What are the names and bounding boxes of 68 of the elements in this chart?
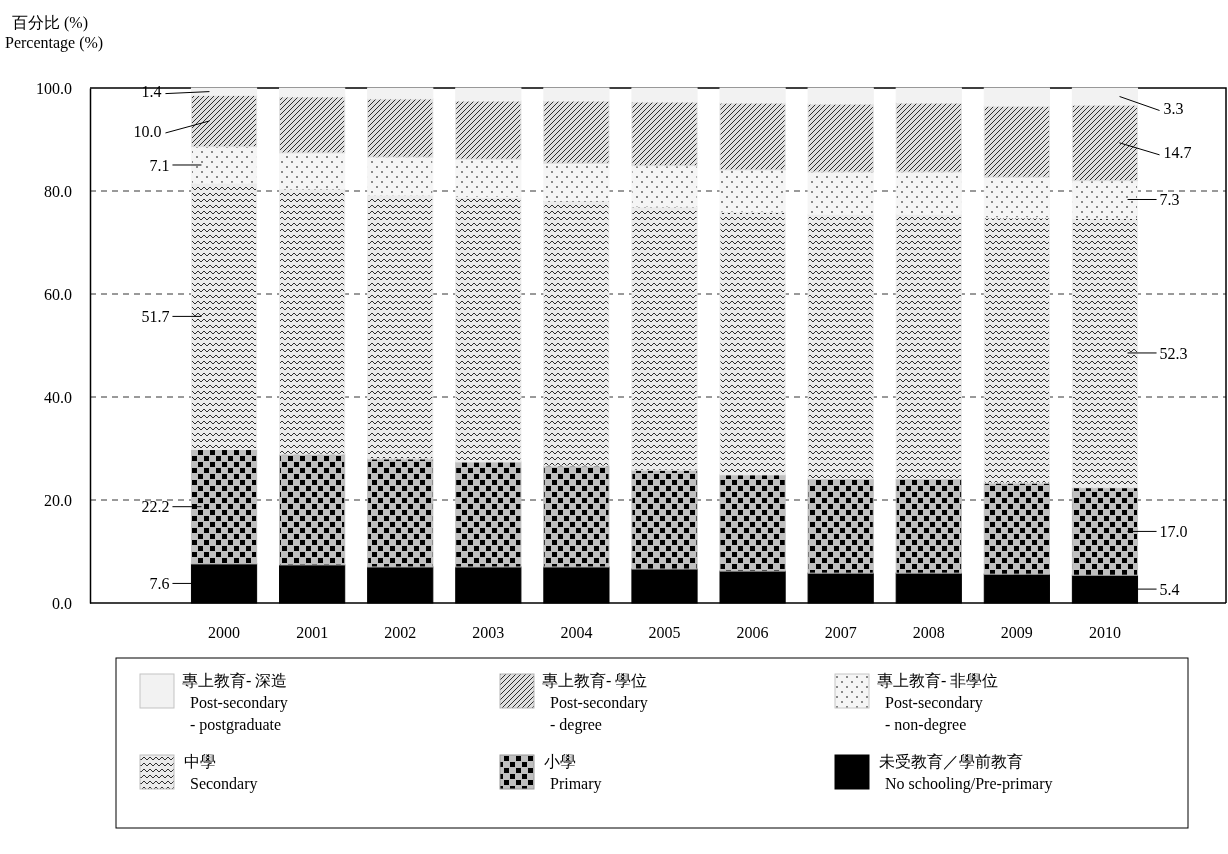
bar [279, 87, 346, 98]
bar [367, 87, 434, 100]
x-tick-label: 2001 [296, 624, 329, 642]
bar [543, 465, 610, 568]
bar [983, 482, 1050, 575]
bar [983, 105, 1050, 178]
x-tick-label: 2008 [912, 624, 945, 642]
bar [719, 474, 786, 572]
bar [1071, 87, 1139, 106]
x-tick-label: 2005 [648, 624, 681, 642]
data-label: 22.2 [141, 498, 170, 516]
y-tick-label: 20.0 [44, 491, 72, 509]
bar [367, 98, 434, 158]
legend-label: 未受教育／學前教育 No schooling/Pre-primary [879, 753, 1053, 793]
bar [807, 103, 874, 173]
y-axis-title: 百分比 (%) Percentage (%) [5, 14, 104, 52]
bar [807, 478, 874, 574]
bar [895, 478, 962, 574]
bar [190, 449, 258, 565]
y-tick-label: 100.0 [36, 79, 72, 97]
bar [543, 100, 610, 164]
data-label: 3.3 [1163, 100, 1184, 118]
bar [719, 102, 786, 171]
data-label: 17.0 [1159, 523, 1188, 541]
x-tick-label: 2006 [736, 624, 769, 642]
data-label: 7.1 [149, 156, 170, 174]
x-tick-label: 2010 [1088, 624, 1121, 642]
data-label: 51.7 [141, 308, 170, 325]
data-label: 7.3 [1159, 191, 1180, 209]
x-tick-label: 2004 [560, 624, 593, 642]
bar [895, 87, 962, 104]
bar [455, 461, 522, 568]
bar [1071, 104, 1139, 182]
bar [543, 87, 610, 102]
x-tick-label: 2007 [824, 624, 857, 642]
bar [455, 87, 522, 102]
bar [1071, 487, 1139, 576]
bar [367, 458, 434, 568]
x-tick-label: 2000 [208, 624, 241, 642]
data-label: 52.3 [1159, 344, 1188, 362]
bar [895, 102, 962, 173]
x-tick-label: 2003 [472, 624, 505, 642]
data-label: 5.4 [1159, 580, 1180, 598]
y-tick-label: 40.0 [44, 388, 72, 406]
bar [807, 87, 874, 105]
bar [631, 101, 698, 167]
bar [190, 94, 258, 148]
bar [455, 100, 522, 160]
bar [279, 96, 346, 154]
bar [631, 469, 698, 570]
bar [190, 87, 258, 96]
y-tick-label: 80.0 [44, 182, 72, 200]
y-tick-label: 0.0 [52, 594, 72, 612]
legend-label: 中學 Secondary [184, 753, 258, 793]
x-tick-label: 2009 [1000, 624, 1033, 642]
y-tick-label: 60.0 [44, 285, 72, 303]
bar [719, 87, 786, 104]
legend-label: 專上教育- 非學位 Post-secondary - non-degree [877, 672, 999, 734]
legend-label: 小學 Primary [544, 753, 602, 793]
bar [279, 453, 346, 566]
bar [983, 87, 1050, 107]
legend-label: 專上教育- 學位 Post-secondary - degree [542, 672, 648, 734]
data-label: 7.6 [149, 575, 170, 593]
bar [631, 87, 698, 103]
legend-label: 專上教育- 深造 Post-secondary - postgraduate [182, 672, 288, 734]
data-label: 14.7 [1163, 144, 1192, 162]
x-tick-label: 2002 [384, 624, 417, 642]
data-label: 10.0 [133, 122, 162, 140]
